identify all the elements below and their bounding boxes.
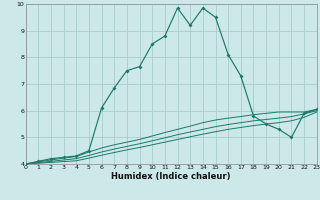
X-axis label: Humidex (Indice chaleur): Humidex (Indice chaleur): [111, 172, 231, 181]
